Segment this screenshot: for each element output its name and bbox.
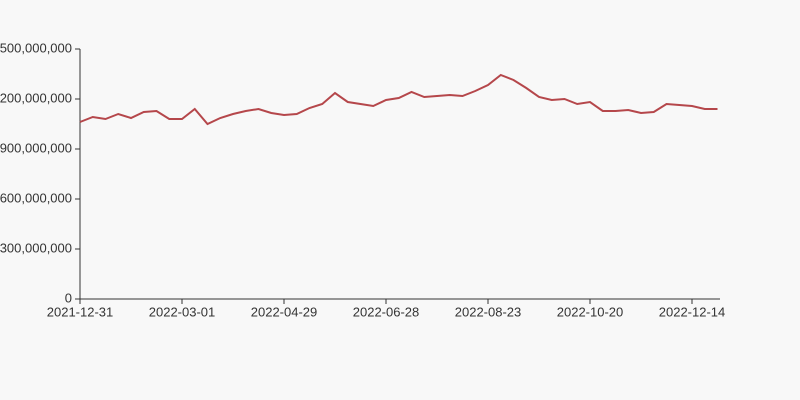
line-series [79, 73, 718, 126]
x-tick-label: 2022-06-28 [353, 304, 420, 319]
x-tick-label: 2021-12-31 [47, 304, 114, 319]
x-tick-label: 2022-08-23 [455, 304, 522, 319]
x-tick-label: 2022-04-29 [251, 304, 318, 319]
x-tick-label: 2022-03-01 [149, 304, 216, 319]
y-tick-label: 600,000,000 [0, 190, 72, 205]
y-tick-label: 900,000,000 [0, 140, 72, 155]
x-tick-label: 2022-10-20 [557, 304, 624, 319]
y-tick-label: 300,000,000 [0, 240, 72, 255]
x-tick-label: 2022-12-14 [659, 304, 726, 319]
y-tick-label: 1,200,000,000 [0, 90, 72, 105]
y-tick-label: 0 [65, 290, 72, 305]
y-tick-label: 1,500,000,000 [0, 40, 72, 55]
